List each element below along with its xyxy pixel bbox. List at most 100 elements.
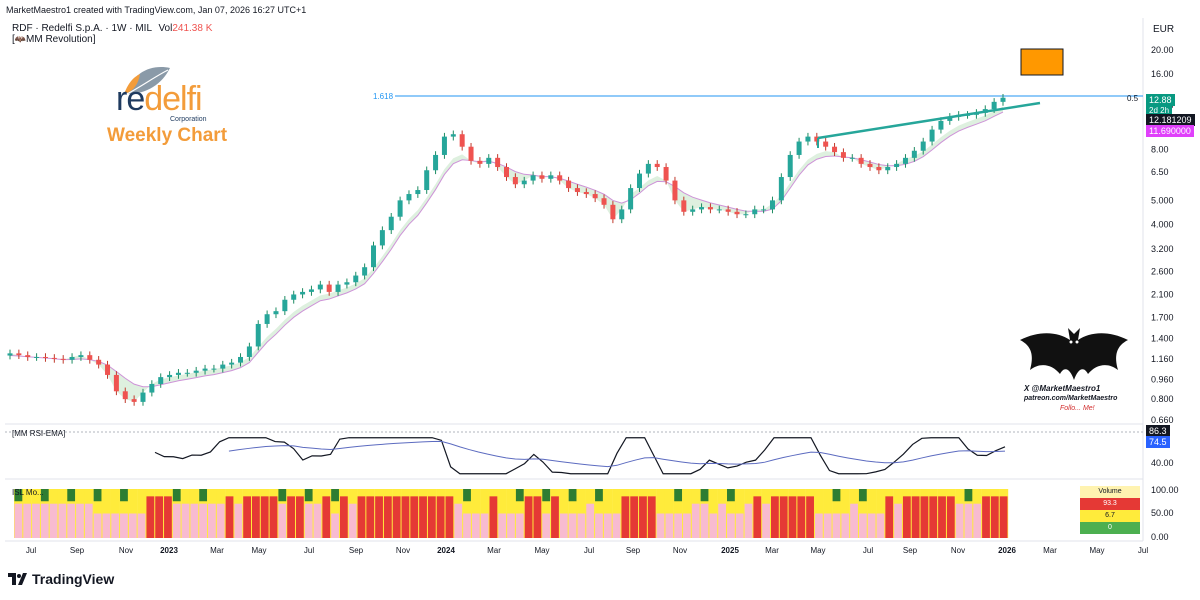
candle-body — [530, 175, 536, 181]
time-tick-label: May — [1089, 546, 1104, 555]
brand-part1: re — [116, 80, 145, 118]
candle-body — [87, 355, 93, 360]
volume-bar — [603, 489, 613, 538]
target-zone-box[interactable] — [1020, 48, 1064, 76]
bat-icon: 🦇 — [14, 34, 26, 44]
volume-bar — [145, 489, 155, 538]
time-tick-label: May — [534, 546, 549, 555]
candle-body — [238, 356, 244, 363]
watermark-line1: X @MarketMaestro1 — [1024, 384, 1101, 393]
candle-body — [681, 200, 687, 212]
candle — [42, 353, 48, 362]
volume-bar — [700, 489, 710, 538]
candle — [592, 190, 598, 203]
candle — [796, 137, 802, 159]
bat-watermark: X @MarketMaestro1 patreon.com/MarketMaes… — [1018, 326, 1130, 416]
time-tick-label: May — [251, 546, 266, 555]
tradingview-footer[interactable]: TradingView — [8, 571, 114, 587]
candle-body — [175, 372, 181, 375]
volume-bar — [682, 489, 692, 538]
volume-bar — [937, 489, 947, 538]
candle — [947, 113, 953, 125]
candle — [512, 173, 518, 189]
candle-body — [1000, 97, 1006, 102]
candle-body — [468, 146, 474, 161]
candle — [238, 353, 244, 367]
candle — [7, 349, 13, 360]
candle-body — [707, 207, 713, 210]
volume-bar — [876, 489, 886, 538]
time-tick-label: 2023 — [160, 546, 178, 555]
candle — [300, 288, 306, 299]
volume-bar — [304, 489, 314, 538]
candle-body — [264, 314, 270, 324]
candle — [840, 148, 846, 162]
candle — [344, 278, 350, 289]
candle — [902, 154, 908, 168]
candle-body — [876, 167, 882, 171]
rsi-ema-line — [228, 440, 1006, 468]
volume-bar — [902, 489, 912, 538]
candle-body — [814, 136, 820, 142]
candle — [282, 296, 288, 316]
time-tick-label: May — [810, 546, 825, 555]
candle-body — [566, 180, 572, 189]
candle — [778, 173, 784, 205]
rsi-legend[interactable]: [MM RSI-EMA] — [12, 429, 66, 438]
candle — [601, 194, 607, 209]
candle-body — [131, 399, 137, 402]
candle-body — [362, 267, 368, 276]
candle — [87, 351, 93, 364]
watermark-line3: Follo... Me! — [1060, 405, 1095, 412]
indicator-label: MM Revolution — [26, 34, 93, 45]
volume-bar — [409, 489, 419, 538]
price-tick-label: 1.160 — [1151, 354, 1174, 364]
candle — [832, 142, 838, 156]
candle — [938, 117, 944, 134]
candle-body — [450, 134, 456, 137]
volume-bar — [374, 489, 384, 538]
volume-bar — [225, 489, 235, 538]
volume-bar — [867, 489, 877, 538]
volume-bar — [656, 489, 666, 538]
candle-body — [113, 374, 119, 392]
currency-label[interactable]: EUR — [1153, 24, 1175, 35]
volume-bar — [893, 489, 903, 538]
symbol-text[interactable]: RDF · Redelfi S.p.A. · 1W · MIL — [12, 23, 152, 34]
indicator-legend[interactable]: [🦇MM Revolution] — [12, 34, 96, 45]
candle — [406, 190, 412, 205]
trend-line[interactable] — [817, 101, 1041, 140]
candle-body — [291, 294, 297, 300]
volume-panel — [14, 489, 1009, 538]
candle-body — [477, 160, 483, 164]
candle-body — [486, 157, 492, 164]
candle-body — [211, 368, 217, 370]
time-tick-label: Jul — [1138, 546, 1148, 555]
candle-body — [823, 141, 829, 147]
volume-bar — [506, 489, 516, 538]
candle — [867, 160, 873, 171]
candle — [539, 171, 545, 183]
time-tick-label: Nov — [119, 546, 133, 555]
candle — [379, 226, 385, 250]
volume-bar — [49, 489, 59, 538]
volume-bar — [814, 489, 824, 538]
time-axis[interactable]: Jul Sep Nov 2023 Mar May Jul Sep Nov 2024 Mar May Ju… — [26, 546, 1148, 555]
candle-body — [229, 362, 235, 365]
candle — [823, 137, 829, 151]
time-tick-label: 2026 — [998, 546, 1016, 555]
candle — [326, 280, 332, 296]
candle-body — [628, 188, 634, 210]
candle-body — [858, 157, 864, 164]
price-tick-label: 0.660 — [1151, 415, 1174, 425]
candle — [477, 157, 483, 168]
volume-panel-title[interactable]: ISL Mo... — [12, 488, 44, 497]
time-tick-label: Sep — [349, 546, 364, 555]
volume-bar — [576, 489, 586, 538]
time-tick-label: Nov — [396, 546, 410, 555]
candle-body — [34, 356, 40, 358]
volume-bar — [911, 489, 921, 538]
volume-bar — [321, 489, 331, 538]
candle — [761, 205, 767, 214]
